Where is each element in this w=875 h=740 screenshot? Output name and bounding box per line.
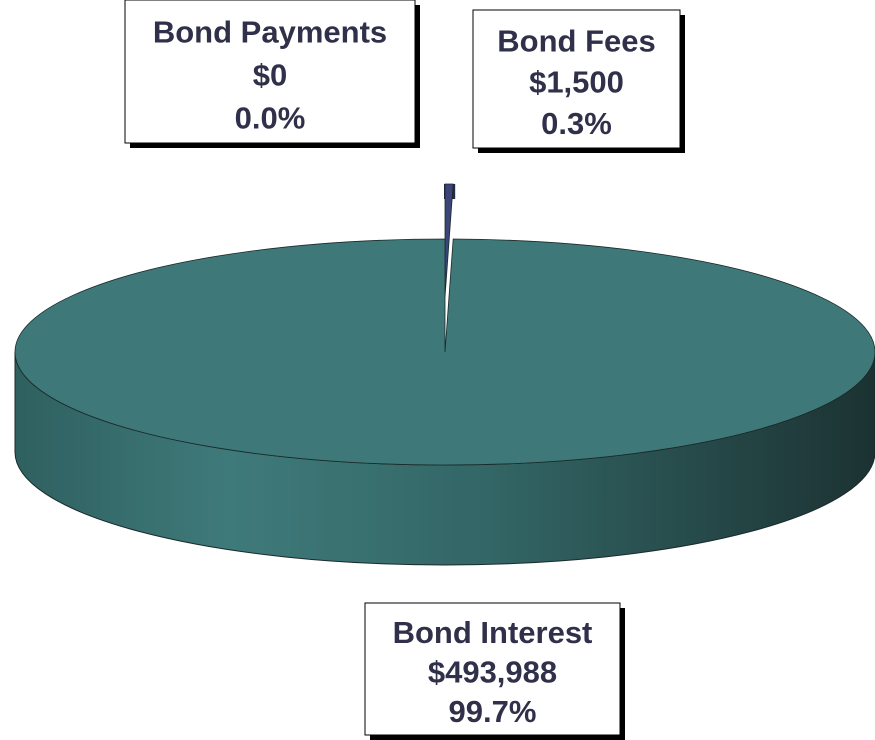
label-box [124, 0, 416, 144]
pie-slice [444, 183, 454, 298]
label-percent: 99.7% [449, 694, 537, 729]
pie [14, 183, 875, 566]
label-category: Bond Interest [393, 615, 593, 650]
pie-slice [14, 238, 875, 466]
label-value: $493,988 [428, 654, 557, 689]
labels: Bond Payments $0 0.0% Bond Fees $1,500 0.3% Bo… [124, 0, 685, 740]
label-category: Bond Fees [497, 23, 655, 58]
label-value: $1,500 [529, 65, 624, 100]
label-value: $0 [253, 57, 287, 92]
label-percent: 0.3% [541, 106, 612, 141]
label-category: Bond Payments [153, 15, 387, 50]
label-percent: 0.0% [235, 100, 306, 135]
label-box [364, 602, 621, 736]
label-box [472, 9, 681, 149]
